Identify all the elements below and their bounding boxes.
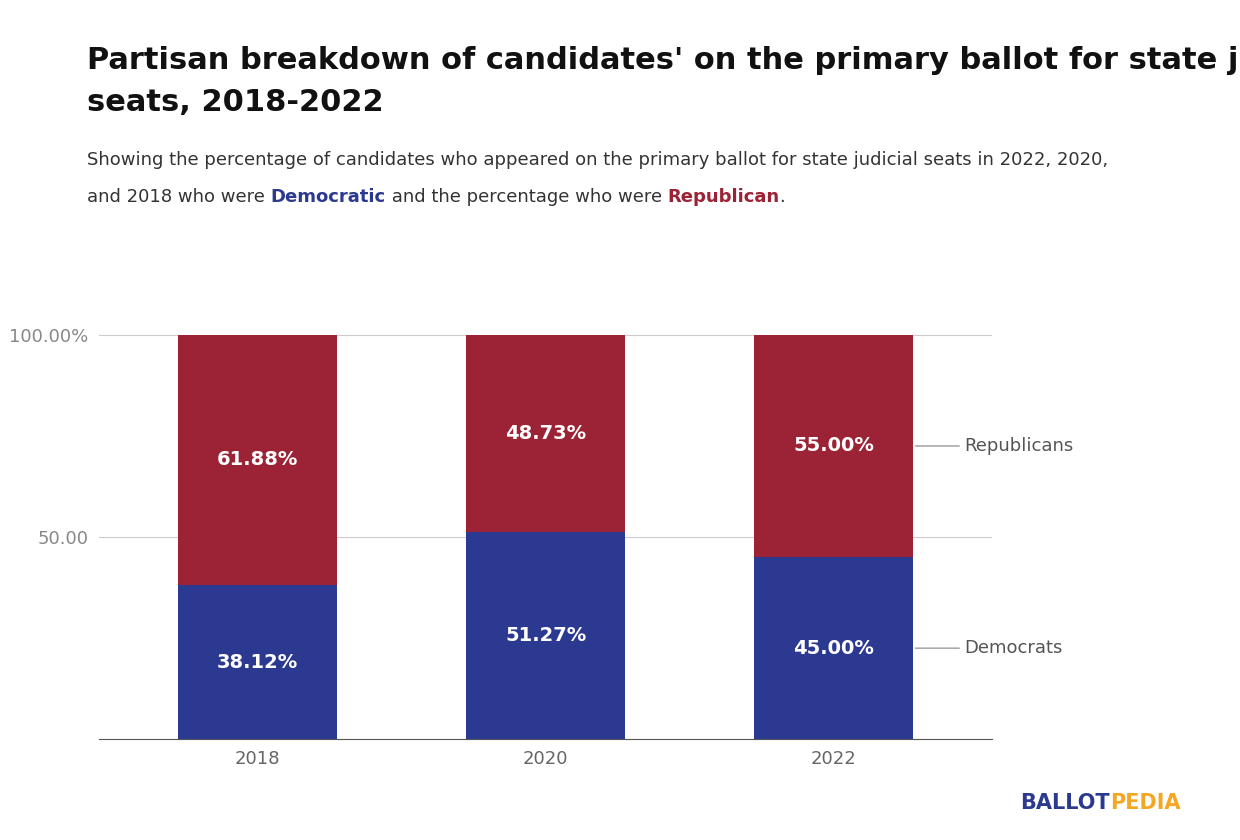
Text: Democratic: Democratic — [270, 188, 386, 206]
Text: Democrats: Democrats — [915, 639, 1063, 657]
Text: 55.00%: 55.00% — [794, 437, 874, 455]
Bar — [179, 335, 337, 585]
Text: 51.27%: 51.27% — [505, 626, 587, 645]
Bar — [179, 585, 337, 739]
Text: Partisan breakdown of candidates' on the primary ballot for state judicial: Partisan breakdown of candidates' on the… — [87, 46, 1240, 76]
Bar — [466, 335, 625, 532]
Text: 38.12%: 38.12% — [217, 653, 299, 672]
Text: and the percentage who were: and the percentage who were — [386, 188, 667, 206]
Text: seats, 2018-2022: seats, 2018-2022 — [87, 88, 383, 118]
Text: .: . — [780, 188, 785, 206]
Text: 48.73%: 48.73% — [505, 424, 587, 443]
Text: BALLOT: BALLOT — [1021, 793, 1110, 813]
Text: PEDIA: PEDIA — [1110, 793, 1180, 813]
Text: 61.88%: 61.88% — [217, 450, 299, 470]
Text: Showing the percentage of candidates who appeared on the primary ballot for stat: Showing the percentage of candidates who… — [87, 151, 1107, 169]
Bar — [466, 532, 625, 739]
Bar — [754, 557, 913, 739]
Text: Republicans: Republicans — [915, 437, 1074, 455]
Text: and 2018 who were: and 2018 who were — [87, 188, 270, 206]
Text: 45.00%: 45.00% — [794, 638, 874, 658]
Text: Republican: Republican — [667, 188, 780, 206]
Bar — [754, 335, 913, 557]
